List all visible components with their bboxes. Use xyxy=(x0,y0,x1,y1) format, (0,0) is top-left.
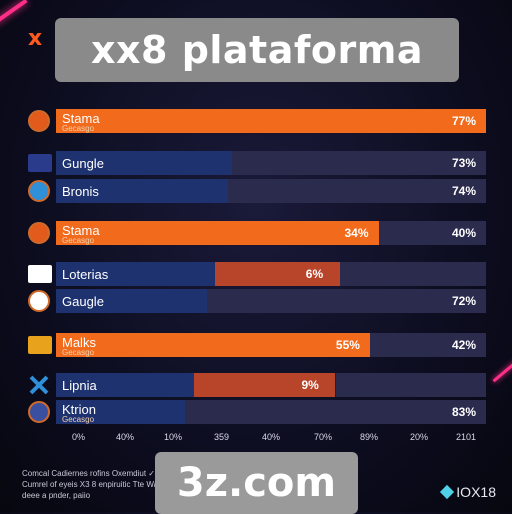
bar-row: 6% Loterias xyxy=(56,262,486,286)
row-label: Stama xyxy=(62,223,100,238)
bar-segment xyxy=(232,151,486,175)
bar-row: 77% Stama Gecasgo xyxy=(56,109,486,133)
globe-icon xyxy=(28,290,50,312)
brand-mark: x xyxy=(28,26,42,51)
x-tick-label: 40% xyxy=(116,432,135,442)
cross-icon xyxy=(28,374,50,396)
row-label: Bronis xyxy=(62,184,99,199)
bar-row: 83% Ktrion Gecasgo xyxy=(56,400,486,424)
row-sublabel: Gecasgo xyxy=(62,124,95,133)
data-label: 55% xyxy=(335,338,360,352)
bar-segment xyxy=(228,179,486,203)
data-label: 34% xyxy=(344,226,369,240)
corner-logo: IOX18 xyxy=(440,484,496,500)
row-label: Loterias xyxy=(62,267,109,282)
badge-icon xyxy=(28,110,50,132)
data-label: 83% xyxy=(451,405,476,419)
bar-segment xyxy=(56,400,185,424)
flag-icon xyxy=(28,154,52,172)
flag-icon xyxy=(28,336,52,354)
bar-segment xyxy=(369,333,486,357)
corner-logo-text: IOX18 xyxy=(456,484,496,500)
row-sublabel: Gecasgo xyxy=(62,415,95,424)
bar-segment xyxy=(56,262,216,286)
bar-row: 34% 40% Stama Gecasgo xyxy=(56,221,486,245)
x-tick-label: 359 xyxy=(214,432,230,442)
data-label: 73% xyxy=(451,156,476,170)
x-tick-label: 0% xyxy=(72,432,86,442)
bar-segment xyxy=(215,262,340,286)
footnote: Comcal Cadiernes rofins Oxemdiut ✓ Cumre… xyxy=(22,469,166,500)
x-tick-label: 10% xyxy=(164,432,183,442)
bar-segment xyxy=(56,151,233,175)
bar-segment xyxy=(56,179,228,203)
row-label: Malks xyxy=(62,335,96,350)
data-label: 6% xyxy=(305,267,324,281)
badge-icon xyxy=(28,222,50,244)
row-sublabel: Gecasgo xyxy=(62,348,95,357)
row-sublabel: Gecasgo xyxy=(62,236,95,245)
x-tick-label: 70% xyxy=(314,432,333,442)
bar-row: 74% Bronis xyxy=(56,179,486,203)
row-label: Lipnia xyxy=(62,378,97,393)
bar-row: 73% Gungle xyxy=(56,151,486,175)
bar-segment xyxy=(193,373,336,397)
bar-segment xyxy=(185,400,486,424)
bar-segment xyxy=(206,289,486,313)
badge-icon xyxy=(28,401,50,423)
bar-segment xyxy=(56,221,379,245)
bar-segment xyxy=(378,221,486,245)
data-label: 72% xyxy=(451,294,476,308)
bar-segment xyxy=(335,373,486,397)
flag-icon xyxy=(28,265,52,283)
data-label: 77% xyxy=(451,114,476,128)
page-title: xx8 plataforma xyxy=(55,18,459,82)
gem-icon xyxy=(440,484,455,500)
bar-row: 9% Lipnia xyxy=(56,373,486,397)
row-label: Gaugle xyxy=(62,294,104,309)
bar-row: 55% 42% Malks Gecasgo xyxy=(56,333,486,357)
x-tick-label: 40% xyxy=(262,432,281,442)
row-label: Gungle xyxy=(62,156,104,171)
domain-banner: 3z.com xyxy=(155,452,358,514)
x-tick-label: 2101 xyxy=(456,432,477,442)
data-label: 9% xyxy=(301,378,319,392)
bar-segment xyxy=(56,289,207,313)
x-tick-label: 20% xyxy=(410,432,429,442)
bar-row: 72% Gaugle xyxy=(56,289,486,313)
row-label: Stama xyxy=(62,111,100,126)
bar-segment xyxy=(339,262,486,286)
bar-segment xyxy=(56,333,370,357)
globe-icon xyxy=(28,180,50,202)
data-label: 74% xyxy=(451,184,476,198)
x-tick-label: 89% xyxy=(360,432,379,442)
data-label: 40% xyxy=(451,226,476,240)
bar-segment xyxy=(56,373,194,397)
row-label: Ktrion xyxy=(62,402,96,417)
data-label: 42% xyxy=(451,338,476,352)
bar-segment xyxy=(56,109,486,133)
